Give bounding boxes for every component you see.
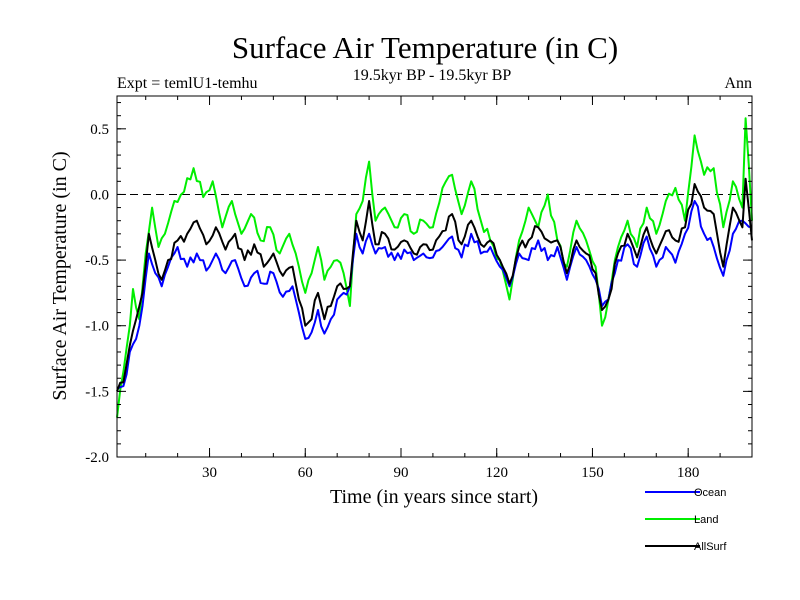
y-tick-label: 0.5: [90, 122, 109, 138]
chart-title: Surface Air Temperature (in C): [232, 30, 618, 65]
x-tick-label: 60: [298, 465, 313, 481]
x-tick-label: 180: [677, 465, 700, 481]
x-tick-label: 30: [202, 465, 217, 481]
x-tick-label: 150: [581, 465, 604, 481]
y-tick-label: -0.5: [85, 253, 109, 269]
y-tick-label: 0.0: [90, 187, 109, 203]
x-tick-label: 120: [485, 465, 508, 481]
chart-subtitle-left: Expt = temlU1-temhu: [117, 75, 258, 92]
x-tick-label: 90: [393, 465, 408, 481]
plot-frame: [116, 95, 753, 458]
legend-label-land: Land: [694, 514, 718, 526]
y-tick-label: -1.5: [85, 384, 109, 400]
series-layer: [116, 117, 753, 418]
legend-label-ocean: Ocean: [694, 487, 726, 499]
chart-subtitle-center: 19.5kyr BP - 19.5kyr BP: [353, 67, 512, 84]
x-axis-label: Time (in years since start): [330, 486, 538, 508]
y-axis-label: Surface Air Temperature (in C): [49, 151, 71, 400]
series-line-ocean: [116, 200, 753, 390]
y-tick-label: -1.0: [85, 319, 109, 335]
axes: -2.0 -1.5 -1.0 -0.5 0.0 0.5 30 60 90 120 150 180: [85, 95, 753, 481]
legend: Ocean Land AllSurf: [645, 487, 727, 553]
chart-subtitle-right: Ann: [724, 75, 752, 92]
legend-label-allsurf: AllSurf: [694, 541, 727, 553]
series-line-allsurf: [116, 177, 753, 392]
y-tick-label: -2.0: [85, 450, 109, 466]
series-line-land: [116, 117, 753, 418]
